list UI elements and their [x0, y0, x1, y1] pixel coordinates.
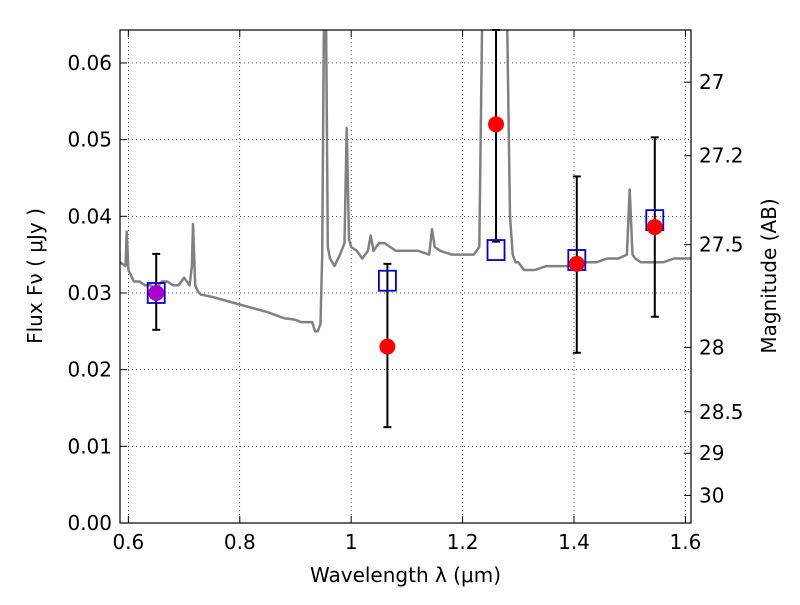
y-tick-label: 0.01 [67, 434, 112, 458]
right-tick-label: 27.2 [699, 144, 744, 168]
observed-flux-marker [379, 338, 396, 355]
x-tick-label: 0.8 [224, 530, 256, 554]
observed-flux-marker [488, 116, 505, 133]
y-tick-label: 0.02 [67, 358, 112, 382]
x-tick-label: 1.4 [558, 530, 590, 554]
observed-flux-marker [568, 255, 585, 272]
y-tick-label: 0.00 [67, 511, 112, 535]
x-axis-label: Wavelength λ (μm) [310, 563, 501, 587]
observed-flux-marker [148, 284, 165, 301]
y-axis-label: Flux Fν ( μJy ) [23, 208, 47, 344]
model-photometry-marker [146, 282, 166, 304]
y-tick-label: 0.03 [67, 281, 112, 305]
y-tick-label: 0.05 [67, 128, 112, 152]
right-tick-label: 27 [699, 70, 724, 94]
right-tick-label: 29 [699, 441, 724, 465]
right-tick-label: 28.5 [699, 400, 744, 424]
right-tick-label: 27.5 [699, 233, 744, 257]
y-tick-label: 0.04 [67, 204, 112, 228]
model-photometry-marker [377, 269, 397, 292]
right-tick-label: 30 [699, 483, 724, 507]
plot-area [120, 30, 691, 333]
right-axis-label: Magnitude (AB) [757, 198, 781, 353]
x-tick-label: 0.6 [112, 530, 144, 554]
observed-flux-marker [646, 219, 663, 236]
y-tick-label: 0.06 [67, 51, 112, 75]
x-tick-label: 1 [345, 530, 358, 554]
model-photometry-marker [486, 239, 506, 261]
x-tick-label: 1.6 [670, 530, 702, 554]
x-tick-label: 1.2 [447, 530, 479, 554]
plot-frame [119, 29, 692, 524]
model-spectrum-line [120, 30, 691, 333]
right-tick-label: 28 [699, 335, 724, 359]
axes: 0.6 0.8 1 1.2 1.4 1.6 0.00 0.01 0.02 0.03 0.04 0.05… [67, 30, 744, 554]
